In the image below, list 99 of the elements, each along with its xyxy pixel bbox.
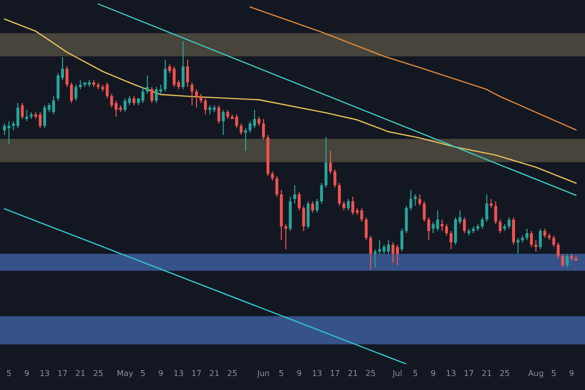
candlestick bbox=[146, 75, 149, 94]
candlestick bbox=[374, 248, 377, 268]
candlestick bbox=[141, 86, 144, 104]
candlestick bbox=[364, 216, 368, 241]
x-tick-label: 9 bbox=[24, 369, 30, 378]
candlestick bbox=[78, 80, 82, 90]
candlestick bbox=[512, 216, 515, 246]
candlestick bbox=[508, 216, 511, 230]
x-tick-label: 25 bbox=[227, 369, 238, 378]
candlestick bbox=[248, 120, 252, 134]
candlestick bbox=[530, 230, 533, 248]
candlestick bbox=[311, 200, 314, 214]
x-tick-label: 17 bbox=[191, 369, 202, 378]
candlestick bbox=[450, 230, 452, 250]
candlestick bbox=[56, 72, 60, 102]
candlestick bbox=[404, 205, 408, 234]
candlestick bbox=[200, 93, 202, 104]
candlestick bbox=[338, 182, 341, 206]
candlestick bbox=[342, 200, 346, 211]
candlestick bbox=[43, 104, 46, 129]
candlestick bbox=[414, 194, 417, 206]
x-tick-label: 21 bbox=[209, 369, 220, 378]
candlestick bbox=[432, 221, 435, 234]
x-tick-label: 17 bbox=[57, 369, 68, 378]
x-tick-label: 25 bbox=[366, 369, 376, 378]
candlestick bbox=[270, 171, 274, 182]
x-tick-label: Jun bbox=[256, 369, 270, 378]
candlestick bbox=[329, 150, 332, 174]
candlestick bbox=[110, 93, 114, 108]
candlestick bbox=[538, 228, 542, 250]
x-tick-label: May bbox=[116, 369, 134, 378]
x-tick-label: 5 bbox=[6, 369, 12, 378]
candlestick bbox=[66, 66, 68, 88]
candlestick bbox=[25, 109, 28, 122]
candlestick bbox=[566, 253, 569, 268]
candlestick bbox=[333, 168, 336, 188]
x-tick-label: 13 bbox=[40, 369, 50, 378]
x-tick-label: 25 bbox=[93, 369, 104, 378]
candlestick bbox=[369, 235, 372, 270]
candlestick bbox=[490, 198, 493, 209]
x-tick-label: 21 bbox=[482, 369, 492, 378]
candlestick bbox=[316, 198, 319, 214]
candlestick bbox=[534, 240, 538, 252]
candlestick bbox=[258, 116, 260, 126]
candlestick bbox=[324, 136, 328, 188]
candlestick bbox=[396, 244, 399, 266]
candlestick bbox=[16, 102, 20, 129]
candlestick bbox=[195, 88, 198, 108]
x-tick-label: 21 bbox=[348, 369, 358, 378]
candlestick bbox=[445, 224, 448, 236]
candlestick bbox=[262, 118, 265, 140]
candlestick bbox=[132, 96, 136, 106]
candlestick bbox=[409, 189, 412, 211]
x-tick-label: 9 bbox=[430, 369, 436, 378]
candlestick bbox=[302, 205, 306, 232]
candlestick bbox=[543, 228, 546, 238]
x-tick-label: 17 bbox=[330, 369, 340, 378]
x-tick-label: 13 bbox=[312, 369, 322, 378]
x-tick-label: 9 bbox=[158, 369, 164, 378]
candlestick bbox=[222, 109, 225, 136]
candlestick bbox=[320, 182, 323, 204]
candlestick bbox=[498, 219, 502, 234]
candlestick bbox=[525, 228, 528, 241]
candlestick bbox=[20, 102, 24, 120]
candlestick bbox=[186, 59, 190, 88]
candlestick bbox=[190, 82, 194, 106]
x-tick-label: 25 bbox=[500, 369, 510, 378]
x-tick-label: 5 bbox=[140, 369, 146, 378]
candlestick bbox=[306, 200, 310, 230]
candlestick bbox=[400, 228, 404, 252]
x-tick-label: 17 bbox=[464, 369, 474, 378]
candlestick bbox=[298, 192, 301, 211]
x-tick-label: 9 bbox=[296, 369, 302, 378]
candlestick bbox=[182, 40, 185, 90]
x-tick-label: 5 bbox=[278, 369, 284, 378]
candlestick bbox=[217, 104, 220, 124]
candlestick bbox=[70, 82, 73, 104]
candlestick bbox=[275, 176, 278, 198]
candlestick bbox=[462, 216, 466, 234]
x-tick-label: 9 bbox=[569, 369, 574, 378]
x-tick-label: Jul bbox=[392, 369, 402, 378]
candlestick bbox=[150, 86, 154, 104]
candlestick bbox=[204, 98, 207, 115]
candlestick bbox=[440, 219, 444, 232]
x-tick-label: 13 bbox=[446, 369, 456, 378]
candlestick bbox=[516, 237, 520, 254]
candlestick bbox=[346, 198, 350, 211]
candlestick bbox=[494, 200, 498, 225]
x-tick-label: 5 bbox=[412, 369, 418, 378]
x-tick-label: 5 bbox=[551, 369, 556, 378]
candlestick bbox=[74, 84, 78, 102]
candlestick bbox=[561, 253, 564, 268]
x-tick-label: Aug bbox=[528, 369, 544, 378]
candlestick bbox=[240, 123, 243, 136]
candlestick bbox=[235, 114, 238, 129]
x-tick-label: 13 bbox=[174, 369, 184, 378]
candlestick bbox=[38, 112, 42, 129]
candlestick bbox=[106, 82, 109, 99]
x-tick-label: 21 bbox=[75, 369, 86, 378]
